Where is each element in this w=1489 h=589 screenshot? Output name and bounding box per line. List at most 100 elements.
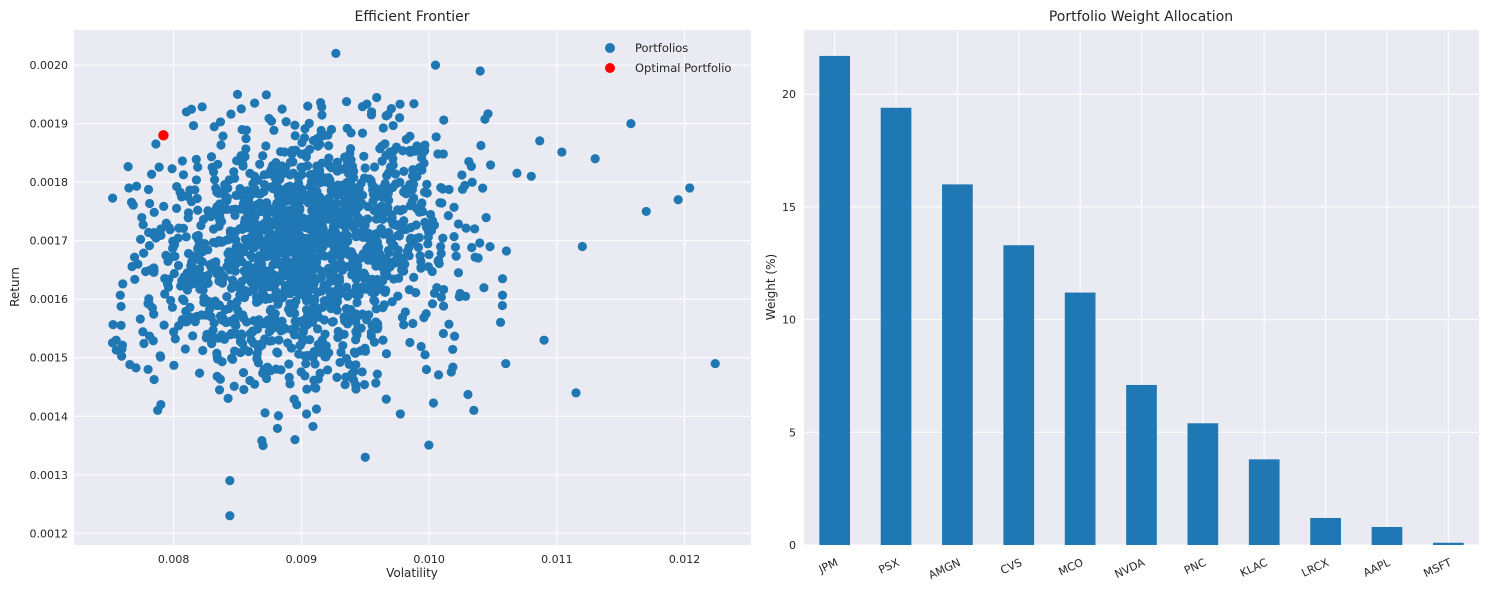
portfolio-point [377, 141, 387, 151]
portfolio-point [301, 409, 312, 419]
scatter-y-label: Return [8, 267, 22, 307]
portfolio-point [209, 299, 219, 309]
portfolio-point [479, 283, 489, 293]
portfolio-point [231, 235, 241, 245]
portfolio-point [147, 169, 157, 179]
portfolio-point [315, 368, 325, 378]
portfolio-point [438, 301, 449, 311]
portfolio-point [183, 213, 193, 223]
portfolio-point [369, 337, 380, 347]
portfolio-point [279, 257, 289, 267]
portfolio-point [438, 184, 448, 194]
portfolio-point [241, 125, 252, 135]
portfolio-point [272, 347, 282, 357]
portfolio-point [340, 152, 350, 162]
portfolio-point [360, 452, 370, 462]
portfolio-point [421, 364, 432, 375]
portfolio-point [351, 335, 361, 345]
portfolio-point [317, 158, 327, 168]
scatter-x-ticks: 0.008 0.009 0.010 0.011 0.012 [158, 553, 700, 566]
portfolio-point [225, 511, 235, 521]
portfolio-point [300, 371, 310, 381]
portfolio-point [154, 162, 164, 172]
portfolio-point [296, 162, 306, 172]
portfolio-point [342, 282, 352, 292]
portfolio-point [460, 180, 470, 191]
optimal-portfolio-point [158, 130, 169, 141]
portfolio-point [457, 170, 467, 180]
portfolio-point [178, 170, 189, 180]
portfolio-point [461, 223, 471, 233]
portfolio-point [343, 291, 353, 301]
portfolio-point [317, 286, 327, 296]
portfolio-point [223, 393, 233, 403]
portfolio-point [181, 232, 191, 242]
portfolio-point [269, 125, 279, 135]
portfolio-point [117, 351, 127, 361]
portfolio-point [220, 179, 230, 190]
portfolio-point [368, 189, 379, 199]
portfolio-point [272, 423, 283, 434]
portfolio-point [322, 365, 333, 375]
portfolio-point [430, 60, 441, 70]
bar-x-tick-label: AMGN [927, 556, 963, 582]
portfolio-point [301, 152, 311, 162]
scatter-y-tick-label: 0.0015 [30, 352, 69, 365]
portfolio-point [230, 210, 240, 220]
portfolio-point [366, 287, 377, 297]
portfolio-point [342, 230, 353, 241]
portfolio-point [156, 399, 166, 410]
portfolio-point [415, 162, 425, 173]
scatter-points [107, 48, 720, 521]
portfolio-point [139, 248, 149, 258]
portfolio-point [433, 370, 444, 380]
bar-y-tick-label: 15 [782, 201, 796, 214]
portfolio-point [229, 346, 240, 356]
portfolio-point [143, 184, 154, 195]
portfolio-point [116, 301, 126, 312]
portfolio-point [261, 373, 272, 384]
portfolio-point [108, 320, 118, 330]
portfolio-point [381, 349, 392, 359]
portfolio-point [328, 316, 338, 327]
portfolio-point [268, 246, 279, 256]
portfolio-point [369, 162, 380, 172]
portfolio-point [351, 232, 361, 242]
portfolio-point [309, 273, 319, 283]
portfolio-point [292, 180, 303, 190]
portfolio-point [149, 207, 159, 217]
portfolio-point [183, 248, 194, 259]
portfolio-point [172, 182, 182, 192]
portfolio-point [277, 204, 287, 214]
legend-label-optimal: Optimal Portfolio [635, 61, 731, 75]
portfolio-point [352, 297, 362, 308]
portfolio-point [422, 179, 432, 189]
portfolio-point [274, 223, 284, 233]
portfolio-point [308, 421, 318, 432]
portfolio-point [346, 247, 356, 257]
portfolio-point [305, 249, 315, 259]
portfolio-point [386, 104, 397, 114]
portfolio-point [368, 196, 378, 206]
portfolio-point [424, 249, 434, 260]
portfolio-point [285, 157, 296, 167]
portfolio-point [451, 251, 461, 261]
portfolio-point [285, 308, 295, 318]
portfolio-point [310, 359, 320, 369]
portfolio-point [333, 231, 343, 241]
portfolio-point [217, 315, 228, 325]
portfolio-point [351, 284, 361, 294]
portfolio-point [298, 319, 308, 329]
portfolio-point [320, 329, 330, 339]
portfolio-point [478, 183, 488, 193]
portfolio-point [311, 257, 322, 267]
bar-y-label: Weight (%) [764, 254, 778, 320]
portfolio-point [222, 262, 232, 272]
portfolio-point [264, 232, 274, 242]
portfolio-point [247, 211, 258, 221]
portfolio-point [453, 219, 464, 229]
portfolio-point [321, 341, 331, 351]
portfolio-point [290, 208, 300, 218]
portfolio-point [311, 404, 322, 414]
portfolio-point [303, 101, 313, 111]
